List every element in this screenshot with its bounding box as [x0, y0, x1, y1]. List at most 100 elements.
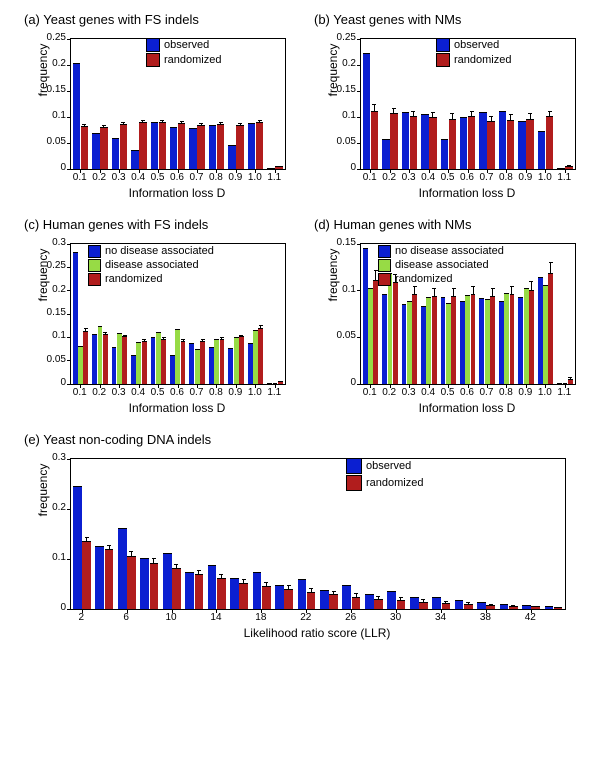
xtick-label: 1.1: [267, 387, 281, 398]
bar-randomized: [329, 594, 338, 609]
errcap: [238, 123, 242, 124]
bar-randomized: [507, 120, 514, 169]
xtick-label: 0.5: [441, 387, 455, 398]
legend-item: observed: [346, 458, 456, 474]
bar-observed: [170, 127, 177, 169]
errcap: [567, 165, 571, 166]
bar-disease-associated: [563, 383, 568, 384]
legend-label: disease associated: [395, 259, 489, 272]
bar-observed: [189, 128, 196, 169]
xtick-label: 0.2: [382, 172, 396, 183]
xtick-label: 0.5: [151, 387, 165, 398]
errcap: [392, 108, 396, 109]
errcap: [219, 122, 223, 123]
panel-e-legend: observed randomized: [346, 458, 456, 492]
xtick-label: 0.8: [209, 387, 223, 398]
xtick-label: 2: [78, 612, 84, 623]
bar-observed: [402, 112, 409, 169]
bar-no-disease-associated: [402, 304, 407, 384]
xtick-label: 0.4: [131, 172, 145, 183]
bar-observed: [455, 600, 464, 609]
errcap: [399, 597, 403, 598]
bar-observed: [208, 565, 217, 609]
errcap: [141, 120, 145, 121]
bar-observed: [421, 114, 428, 169]
xtick-label: 0.7: [190, 387, 204, 398]
xtick-label: 0.1: [363, 387, 377, 398]
panel-b-ylabel: frequency: [326, 5, 340, 135]
xtick-label: 14: [210, 612, 221, 623]
bar-observed: [382, 139, 389, 169]
legend-swatch: [88, 259, 101, 272]
bar-no-disease-associated: [460, 301, 465, 384]
legend-label: no disease associated: [395, 245, 504, 258]
bar-randomized: [419, 602, 428, 610]
xtick-label: 0.9: [518, 387, 532, 398]
panel-d-ylabel: frequency: [326, 205, 340, 345]
bar-disease-associated: [388, 273, 393, 384]
bar-observed: [432, 597, 441, 609]
panel-c: (c) Human genes with FS indels00.050.10.…: [16, 215, 294, 420]
ytick-line: [67, 609, 71, 610]
panel-a: (a) Yeast genes with FS indels00.050.10.…: [16, 10, 294, 205]
bar-observed: [248, 123, 255, 169]
legend-label: randomized: [366, 477, 423, 490]
bar-disease-associated: [485, 299, 490, 384]
xtick-label: 0.5: [151, 172, 165, 183]
errcap: [103, 332, 107, 333]
ytick-line: [67, 337, 71, 338]
bar-randomized: [142, 341, 147, 384]
bar-observed: [320, 590, 329, 609]
panel-b-legend: observedrandomized: [436, 38, 536, 68]
bar-observed: [363, 53, 370, 169]
xtick-label: 0.6: [170, 387, 184, 398]
bar-randomized: [83, 331, 88, 384]
legend-item: disease associated: [88, 259, 238, 272]
errbar: [492, 288, 493, 297]
bar-disease-associated: [117, 333, 122, 384]
errbar: [511, 286, 512, 295]
errcap: [470, 111, 474, 112]
bar-randomized: [256, 122, 263, 169]
bar-randomized: [468, 116, 475, 169]
errcap: [242, 579, 246, 580]
bar-no-disease-associated: [73, 252, 78, 384]
bar-randomized: [397, 600, 406, 609]
legend-swatch: [146, 53, 160, 67]
ytick-line: [357, 65, 361, 66]
bar-observed: [253, 572, 262, 610]
bar-observed: [522, 605, 531, 610]
errcap: [107, 545, 111, 546]
errcap: [491, 288, 495, 289]
bar-randomized: [374, 599, 383, 610]
errcap: [466, 602, 470, 603]
panel-c-legend: no disease associateddisease associatedr…: [88, 245, 238, 287]
legend-label: randomized: [454, 54, 511, 67]
bar-disease-associated: [156, 332, 161, 384]
bar-randomized: [393, 282, 398, 384]
bar-observed: [209, 125, 216, 169]
bar-randomized: [412, 294, 417, 384]
bar-disease-associated: [465, 295, 470, 384]
legend-swatch: [378, 259, 391, 272]
bar-randomized: [546, 116, 553, 169]
panel-c-ylabel: frequency: [36, 205, 50, 345]
bar-randomized: [105, 549, 114, 609]
xtick-label: 0.9: [228, 172, 242, 183]
xtick-label: 6: [123, 612, 129, 623]
bar-randomized: [200, 341, 205, 384]
bar-no-disease-associated: [189, 343, 194, 384]
ytick-label: 0.05: [34, 136, 66, 147]
bar-randomized: [150, 563, 159, 609]
bar-no-disease-associated: [518, 297, 523, 384]
bar-no-disease-associated: [499, 301, 504, 384]
errcap: [277, 166, 281, 167]
bar-randomized: [487, 121, 494, 169]
xtick-label: 22: [300, 612, 311, 623]
bar-randomized: [432, 296, 437, 384]
bar-randomized: [195, 574, 204, 609]
panel-d-xlabel: Information loss D: [360, 401, 574, 415]
ytick-line: [67, 509, 71, 510]
errbar: [375, 270, 376, 281]
bar-randomized: [159, 122, 166, 169]
